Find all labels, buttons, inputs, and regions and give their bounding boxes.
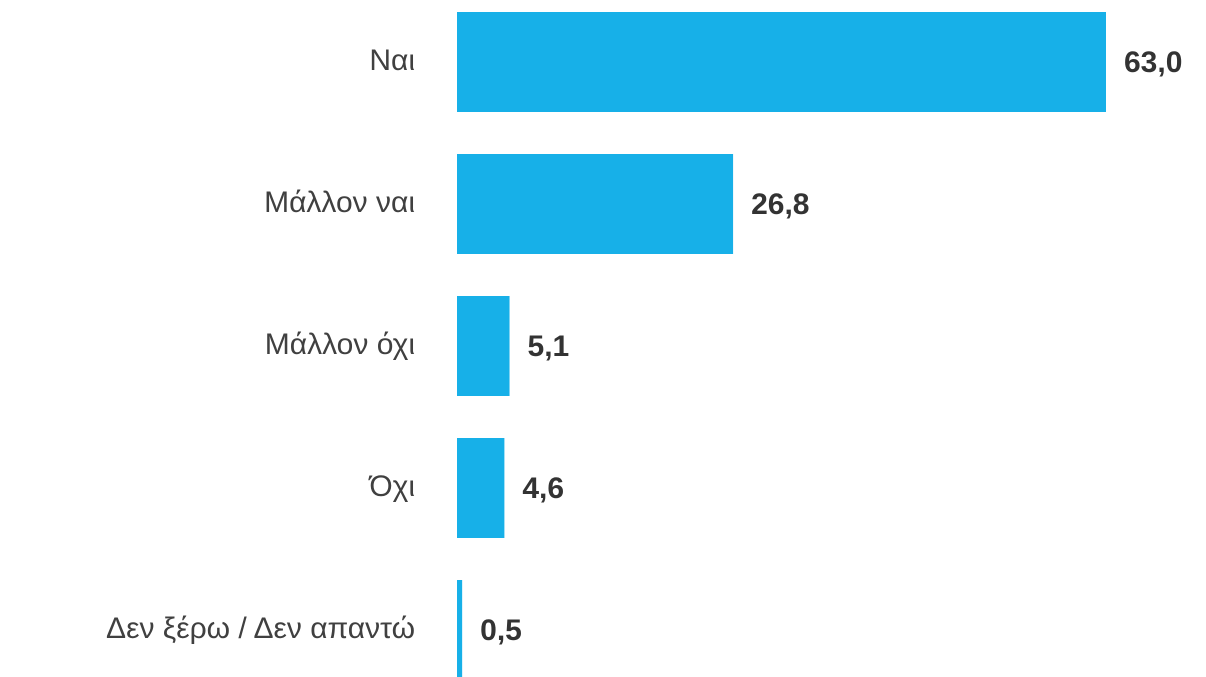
bar	[457, 438, 505, 538]
bar	[457, 296, 510, 396]
value-label: 0,5	[480, 614, 522, 647]
category-label: Μάλλον όχι	[265, 328, 415, 361]
value-label: 26,8	[751, 188, 809, 221]
category-label: Όχι	[367, 470, 415, 503]
bar	[457, 12, 1106, 112]
value-label: 4,6	[522, 472, 564, 505]
value-label: 63,0	[1124, 46, 1182, 79]
bar	[457, 154, 734, 254]
category-label: Ναι	[369, 44, 415, 77]
value-label: 5,1	[528, 330, 570, 363]
category-label: Μάλλον ναι	[264, 186, 415, 219]
bar	[457, 580, 463, 677]
category-label: Δεν ξέρω / Δεν απαντώ	[106, 612, 415, 645]
